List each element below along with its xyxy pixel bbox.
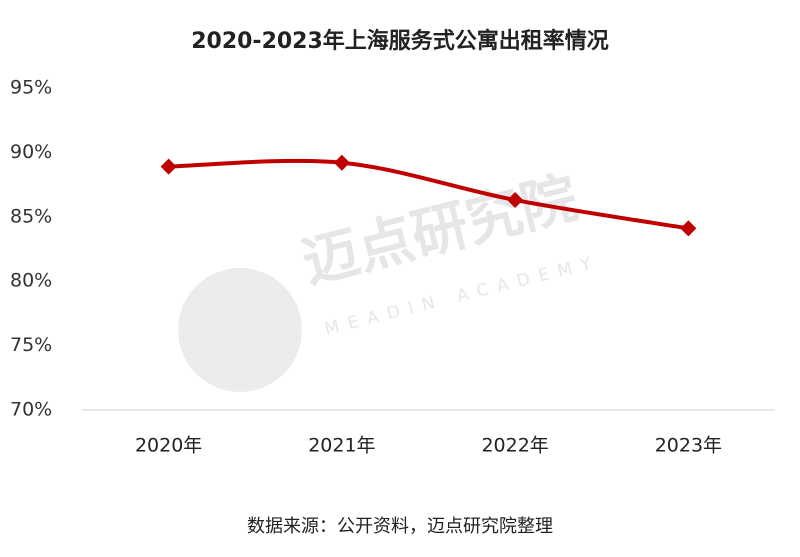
watermark: 迈点研究院 MEADIN ACADEMY [178, 165, 602, 392]
chart-title: 2020-2023年上海服务式公寓出租率情况 [191, 28, 609, 54]
y-tick-label: 85% [10, 205, 52, 227]
source-note: 数据来源：公开资料，迈点研究院整理 [247, 516, 553, 537]
x-tick-label: 2022年 [481, 435, 548, 457]
y-tick-label: 75% [10, 334, 52, 356]
y-tick-label: 70% [10, 399, 52, 421]
data-marker [680, 220, 697, 237]
y-tick-label: 95% [10, 77, 52, 99]
data-line [166, 158, 691, 231]
y-tick-label: 90% [10, 141, 52, 163]
data-marker [507, 192, 524, 209]
data-marker [160, 158, 177, 175]
y-tick-label: 80% [10, 270, 52, 292]
data-marker [333, 154, 350, 171]
x-tick-label: 2023年 [655, 435, 722, 457]
x-tick-label: 2021年 [308, 435, 375, 457]
watermark-logo [178, 268, 302, 392]
x-tick-label: 2020年 [135, 435, 202, 457]
